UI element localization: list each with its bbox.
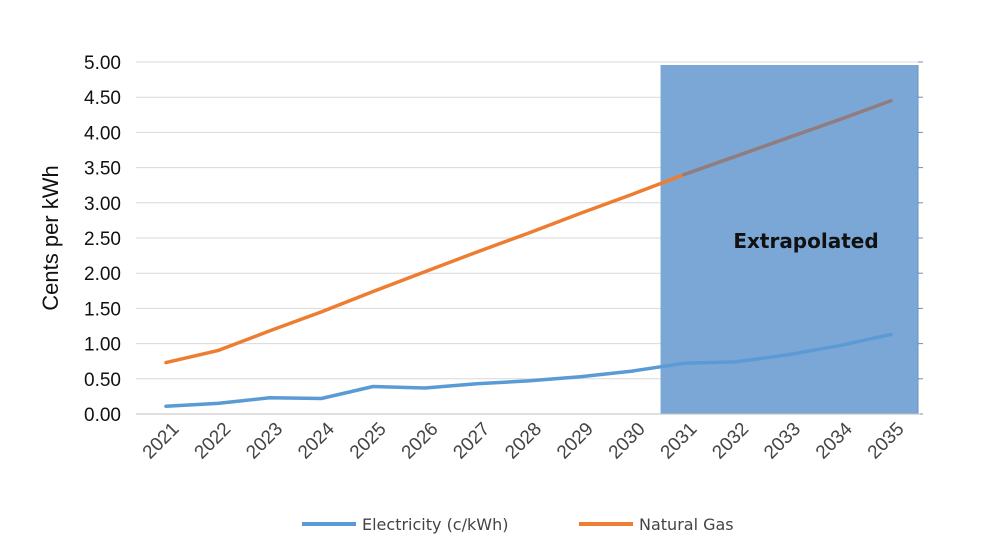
gridlines <box>136 61 920 380</box>
legend-label: Electricity (c/kWh) <box>362 515 508 534</box>
x-tick-label: 2034 <box>812 418 857 463</box>
y-tick-label: 1.50 <box>84 299 121 320</box>
y-tick-label: 2.00 <box>84 264 121 285</box>
x-tick-label: 2035 <box>864 419 909 464</box>
x-tick-label: 2033 <box>760 419 805 464</box>
x-tick-label: 2023 <box>242 419 287 464</box>
legend-label: Natural Gas <box>639 515 734 534</box>
natural-gas-extrapolated-line <box>682 98 893 177</box>
series-line-electricity <box>164 332 893 409</box>
series-lines <box>164 98 893 409</box>
y-tick-label: 0.00 <box>84 405 121 426</box>
x-tick-label: 2032 <box>708 419 753 464</box>
x-tick-label: 2030 <box>605 419 650 464</box>
y-tick-label: 4.00 <box>84 123 121 144</box>
x-tick-label: 2027 <box>450 419 495 464</box>
y-axis-label: Cents per kWh <box>38 165 63 311</box>
y-tick-label: 4.50 <box>84 88 121 109</box>
x-tick-label: 2025 <box>346 419 391 464</box>
x-tick-label: 2026 <box>398 419 443 464</box>
x-tick-label: 2021 <box>139 419 184 464</box>
x-tick-label: 2024 <box>294 418 339 463</box>
legend: Electricity (c/kWh) Natural Gas <box>302 515 734 534</box>
x-tick-label: 2029 <box>553 419 598 464</box>
y-tick-label: 3.00 <box>84 194 121 215</box>
y-tick-label: 0.50 <box>84 370 121 391</box>
x-tick-label: 2028 <box>501 419 546 464</box>
x-tick-label: 2031 <box>657 419 702 464</box>
y-tick-label: 2.50 <box>84 229 121 250</box>
extrapolated-label: Extrapolated <box>733 229 878 253</box>
x-tick-label: 2022 <box>191 419 236 464</box>
y-tick-label: 3.50 <box>84 159 121 180</box>
y-tick-label: 1.00 <box>84 335 121 356</box>
y-tick-label: 5.00 <box>84 53 121 74</box>
